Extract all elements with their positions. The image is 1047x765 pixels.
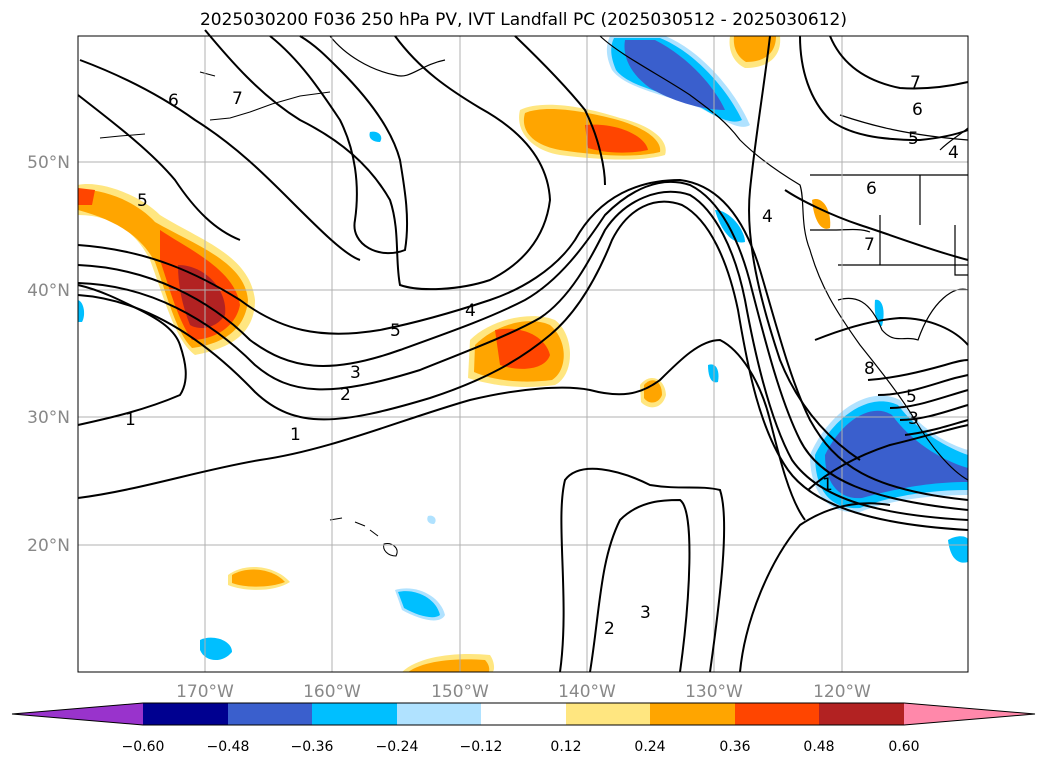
lat-label: 40°N xyxy=(27,281,70,301)
contour-label: 7 xyxy=(910,73,921,93)
contour-label: 1 xyxy=(125,410,136,430)
colorbar-tick: 0.48 xyxy=(803,739,834,755)
colorbar-segment xyxy=(397,703,481,725)
contour-label: 5 xyxy=(137,191,148,211)
coastlines xyxy=(329,35,969,481)
contour-label: 5 xyxy=(390,321,401,341)
contour-label: 2 xyxy=(340,385,351,405)
contour-label: 2 xyxy=(604,619,615,639)
colorbar-tick: 0.60 xyxy=(888,739,919,755)
lon-label: 140°W xyxy=(558,682,616,702)
colorbar-tick: −0.24 xyxy=(376,739,419,755)
contour-label: 6 xyxy=(168,91,179,111)
contour-label: 1 xyxy=(822,475,833,495)
contour-label: 3 xyxy=(640,603,651,623)
colorbar-tick: 0.24 xyxy=(634,739,665,755)
lat-label: 30°N xyxy=(27,408,70,428)
contour-labels: 6 7 5 4 5 3 2 1 1 7 6 5 4 6 7 4 1 2 3 8 … xyxy=(125,73,959,639)
lon-label: 150°W xyxy=(431,682,489,702)
latitude-labels: 50°N 40°N 30°N 20°N xyxy=(27,153,70,556)
lat-label: 20°N xyxy=(27,536,70,556)
lon-label: 160°W xyxy=(303,682,361,702)
colorbar-segment xyxy=(566,703,650,725)
contour-label: 1 xyxy=(290,425,301,445)
colorbar: −0.60 −0.48 −0.36 −0.24 −0.12 0.12 0.24 … xyxy=(11,702,1036,755)
contour-label: 7 xyxy=(864,235,875,255)
contour-label: 8 xyxy=(864,359,875,379)
pv-contours xyxy=(77,29,969,673)
contour-label: 6 xyxy=(866,179,877,199)
colorbar-segment xyxy=(481,703,566,725)
colorbar-segment xyxy=(819,703,904,725)
colorbar-tick: −0.60 xyxy=(122,739,165,755)
lon-label: 170°W xyxy=(176,682,234,702)
lon-label: 130°W xyxy=(685,682,743,702)
longitude-labels: 170°W 160°W 150°W 140°W 130°W 120°W xyxy=(176,682,871,702)
colorbar-segment xyxy=(650,703,735,725)
contour-label: 3 xyxy=(350,363,361,383)
contour-label: 5 xyxy=(906,387,917,407)
colorbar-segment xyxy=(143,703,228,725)
contour-label: 6 xyxy=(912,100,923,120)
islands xyxy=(99,71,398,557)
colorbar-ticks: −0.60 −0.48 −0.36 −0.24 −0.12 0.12 0.24 … xyxy=(122,739,920,755)
colorbar-extend-high xyxy=(904,703,1035,725)
contour-label: 3 xyxy=(908,409,919,429)
colorbar-segment xyxy=(735,703,819,725)
colorbar-tick: −0.12 xyxy=(460,739,503,755)
lon-label: 120°W xyxy=(813,682,871,702)
colorbar-tick: 0.12 xyxy=(550,739,581,755)
contour-label: 7 xyxy=(232,89,243,109)
colorbar-extend-low xyxy=(12,703,143,725)
lat-label: 50°N xyxy=(27,153,70,173)
contour-label: 4 xyxy=(465,301,476,321)
colorbar-tick: 0.36 xyxy=(719,739,750,755)
contour-label: 4 xyxy=(762,207,773,227)
colorbar-tick: −0.48 xyxy=(207,739,250,755)
colorbar-segment xyxy=(312,703,397,725)
colorbar-segment xyxy=(228,703,312,725)
contour-label: 5 xyxy=(908,129,919,149)
map-panel: 6 7 5 4 5 3 2 1 1 7 6 5 4 6 7 4 1 2 3 8 … xyxy=(77,29,969,673)
gridlines xyxy=(78,36,968,672)
contour-label: 4 xyxy=(948,143,959,163)
map-title: 2025030200 F036 250 hPa PV, IVT Landfall… xyxy=(199,10,847,30)
colorbar-tick: −0.36 xyxy=(291,739,334,755)
